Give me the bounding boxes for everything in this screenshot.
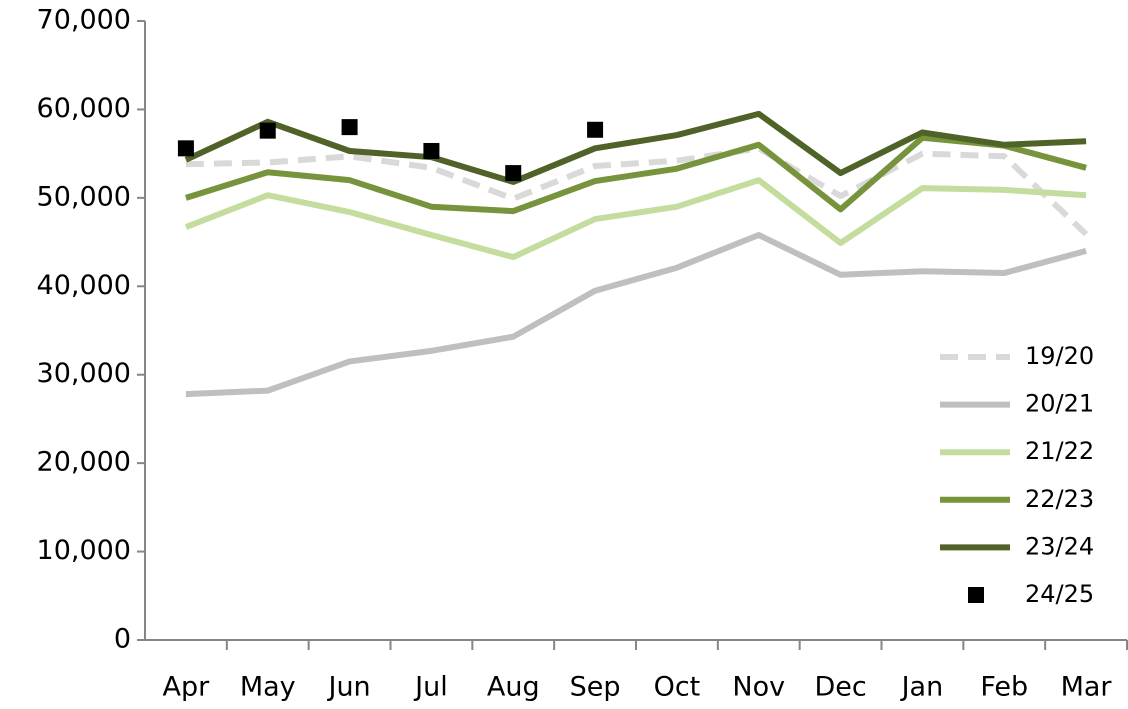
x-tick-label: Apr xyxy=(163,672,211,703)
x-tick-label: Feb xyxy=(980,672,1028,703)
y-tick-label: 60,000 xyxy=(37,93,131,124)
series-line xyxy=(185,231,1087,398)
legend-label: 20/21 xyxy=(1025,390,1094,418)
y-tick-label: 40,000 xyxy=(37,270,131,301)
series-line xyxy=(185,134,1087,215)
x-tick-label: May xyxy=(240,672,296,703)
legend-label: 21/22 xyxy=(1025,437,1094,465)
legend-label: 23/24 xyxy=(1025,532,1094,560)
legend-label: 19/20 xyxy=(1025,342,1094,370)
x-tick-label: Dec xyxy=(814,672,866,703)
y-tick-label: 10,000 xyxy=(37,535,131,566)
x-tick-label: Aug xyxy=(487,672,540,703)
y-tick-label: 70,000 xyxy=(37,5,131,36)
y-tick-label: 0 xyxy=(114,624,131,655)
series-line xyxy=(185,145,1089,237)
marker xyxy=(587,121,604,138)
x-tick-label: Jul xyxy=(413,672,448,703)
y-tick-label: 50,000 xyxy=(37,181,131,212)
y-tick-label: 30,000 xyxy=(37,358,131,389)
x-tick-label: Mar xyxy=(1061,672,1113,703)
legend-label: 24/25 xyxy=(1025,580,1094,608)
x-tick-label: Sep xyxy=(570,672,621,703)
x-tick-label: Jun xyxy=(326,672,370,703)
marker xyxy=(423,142,440,159)
marker xyxy=(177,140,194,157)
legend-swatch xyxy=(968,587,984,603)
y-tick-label: 20,000 xyxy=(37,447,131,478)
series-line xyxy=(184,110,1087,185)
series-line xyxy=(184,177,1087,261)
marker xyxy=(259,122,276,139)
marker xyxy=(505,165,522,182)
legend-label: 22/23 xyxy=(1025,485,1094,513)
marker xyxy=(341,119,358,136)
x-tick-label: Oct xyxy=(654,672,701,703)
x-tick-label: Nov xyxy=(732,672,785,703)
x-tick-label: Jan xyxy=(900,672,944,703)
